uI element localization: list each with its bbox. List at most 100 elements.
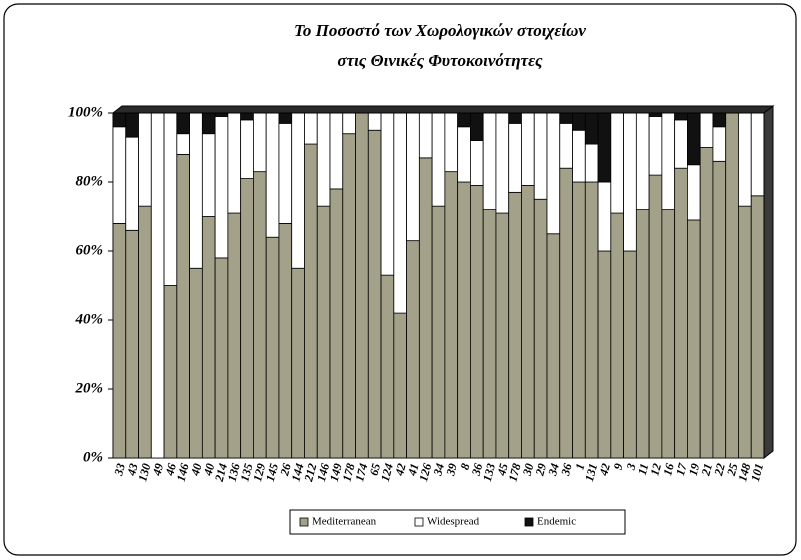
- bar-segment: [687, 164, 701, 221]
- x-tick-label: 145: [263, 462, 281, 483]
- bar-segment: [712, 160, 727, 459]
- bar-segment: [521, 112, 535, 186]
- legend-label: Endemic: [537, 516, 576, 528]
- bar-segment: [648, 112, 663, 117]
- bar-segment: [457, 112, 471, 128]
- x-tick-label: 178: [340, 462, 358, 483]
- bar-segment: [112, 222, 127, 459]
- legend-swatch: [524, 517, 534, 527]
- x-tick-label: 148: [735, 462, 753, 483]
- bar-segment: [253, 112, 267, 173]
- x-tick-label: 21: [698, 462, 715, 478]
- bar-segment: [457, 126, 471, 183]
- bar-segment: [444, 171, 459, 459]
- bar-segment: [227, 212, 242, 459]
- x-tick-label: 40: [200, 462, 217, 478]
- bar-segment: [495, 212, 510, 459]
- x-tick-label: 174: [352, 462, 370, 483]
- y-tick-label: 60%: [76, 242, 104, 258]
- bar-segment: [470, 140, 484, 186]
- x-tick-label: 11: [635, 462, 651, 477]
- bar-segment: [482, 209, 497, 459]
- bar-segment: [495, 112, 510, 214]
- bar-segment: [176, 133, 190, 155]
- bar-segment: [559, 122, 573, 169]
- bar-segment: [406, 240, 420, 459]
- x-tick-label: 130: [135, 462, 153, 483]
- bar-segment: [253, 171, 267, 459]
- x-tick-label: 178: [505, 462, 523, 483]
- bar-segment: [508, 112, 522, 124]
- bar-segment: [699, 147, 714, 459]
- bar-segment: [533, 198, 548, 459]
- bar-segment: [138, 205, 152, 459]
- x-tick-label: 29: [532, 462, 549, 478]
- x-tick-label: 149: [327, 462, 345, 483]
- bar-segment: [610, 212, 624, 459]
- x-tick-label: 36: [558, 462, 575, 478]
- bar-segment: [278, 222, 293, 459]
- x-tick-label: 101: [748, 462, 766, 483]
- bar-segment: [661, 209, 676, 459]
- x-tick-label: 144: [288, 462, 306, 483]
- x-tick-label: 131: [582, 462, 600, 483]
- bar-segment: [482, 112, 497, 210]
- bar-segment: [163, 285, 178, 459]
- bar-segment: [214, 257, 229, 459]
- bar-segment: [584, 112, 599, 145]
- x-tick-label: 65: [367, 462, 384, 477]
- bar-segment: [189, 112, 203, 269]
- bar-segment: [725, 112, 739, 459]
- bar-segment: [687, 112, 701, 166]
- legend-label: Mediterranean: [312, 516, 377, 528]
- y-tick-label: 100%: [68, 104, 103, 120]
- bar-segment: [265, 112, 280, 238]
- chart-subtitle: στις Θινικές Φυτοκοινότητες: [337, 51, 543, 70]
- bar-segment: [278, 112, 293, 124]
- bar-segment: [635, 209, 650, 459]
- bar-segment: [125, 136, 139, 231]
- bar-segment: [125, 229, 139, 459]
- x-tick-label: 43: [124, 462, 141, 478]
- bar-segment: [674, 119, 688, 169]
- bar-segment: [342, 112, 356, 135]
- legend-box: [289, 509, 626, 535]
- y-tick-label: 0%: [83, 449, 103, 465]
- x-tick-label: 212: [301, 462, 319, 484]
- x-tick-label: 146: [174, 462, 192, 483]
- x-tick-label: 16: [660, 462, 677, 477]
- x-tick-label: 42: [596, 462, 613, 478]
- bar-segment: [750, 195, 765, 459]
- x-tick-label: 12: [647, 462, 664, 477]
- bar-segment: [687, 219, 701, 459]
- bar-segment: [533, 112, 548, 200]
- x-tick-label: 39: [443, 462, 460, 478]
- bar-segment: [304, 143, 318, 459]
- x-tick-label: 129: [250, 462, 268, 483]
- bar-segment: [367, 129, 382, 459]
- legend-swatch: [414, 517, 424, 527]
- x-tick-label: 19: [686, 462, 703, 477]
- x-tick-label: 124: [378, 462, 396, 483]
- y-tick-label: 40%: [75, 311, 104, 327]
- bar-segment: [380, 112, 395, 276]
- legend-label: Widespread: [427, 516, 480, 528]
- bar-segment: [623, 112, 637, 252]
- bar-segment: [150, 112, 165, 459]
- bar-segment: [597, 112, 612, 183]
- bar-segment: [738, 205, 752, 459]
- x-tick-label: 30: [520, 462, 537, 478]
- y-tick-label: 80%: [76, 173, 104, 189]
- x-tick-label: 26: [277, 462, 294, 478]
- bar-segment: [291, 267, 305, 459]
- bar-segment: [367, 112, 382, 131]
- bar-segment: [623, 250, 637, 459]
- bar-segment: [431, 112, 446, 207]
- bar-segment: [508, 191, 522, 459]
- x-tick-label: 40: [188, 462, 205, 478]
- x-tick-label: 136: [225, 462, 243, 483]
- x-tick-label: 126: [416, 462, 434, 483]
- bar-segment: [559, 112, 573, 124]
- bar-segment: [521, 185, 535, 459]
